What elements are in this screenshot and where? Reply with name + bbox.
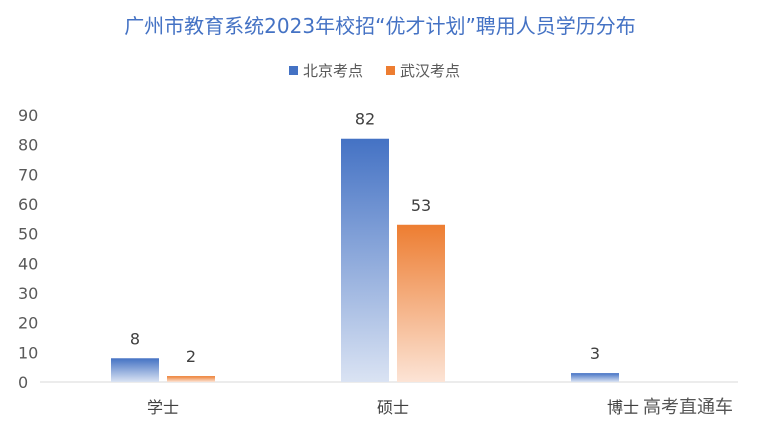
chart-title: 广州市教育系统2023年校招“优才计划”聘用人员学历分布: [124, 14, 636, 38]
category-label: 学士: [147, 398, 179, 417]
bar: [111, 358, 159, 382]
y-tick-label: 50: [18, 225, 38, 244]
category-label: 硕士: [377, 398, 409, 417]
y-tick-label: 70: [18, 165, 38, 184]
x-axis: 学士 硕士 博士: [147, 398, 639, 417]
y-tick-label: 60: [18, 195, 38, 214]
y-tick-label: 40: [18, 254, 38, 273]
data-label: 82: [355, 110, 375, 129]
data-label: 53: [411, 196, 431, 215]
watermark: 高考直通车: [643, 397, 733, 418]
bar: [397, 224, 445, 382]
bar: [341, 138, 389, 382]
legend: 北京考点 武汉考点: [289, 62, 460, 80]
y-tick-label: 10: [18, 343, 38, 362]
legend-swatch: [386, 66, 395, 75]
data-label: 3: [590, 344, 600, 363]
category-label: 博士: [607, 398, 639, 417]
y-axis: 0 10 20 30 40 50 60 70 80 90: [18, 106, 38, 392]
bar: [571, 373, 619, 382]
legend-swatch: [289, 66, 298, 75]
y-tick-label: 20: [18, 314, 38, 333]
legend-label: 北京考点: [303, 62, 363, 80]
y-tick-label: 90: [18, 106, 38, 125]
y-tick-label: 0: [18, 373, 28, 392]
bar: [167, 376, 215, 382]
data-label: 2: [186, 347, 196, 366]
legend-label: 武汉考点: [400, 62, 460, 80]
data-label: 8: [130, 329, 140, 348]
y-tick-label: 30: [18, 284, 38, 303]
y-tick-label: 80: [18, 136, 38, 155]
